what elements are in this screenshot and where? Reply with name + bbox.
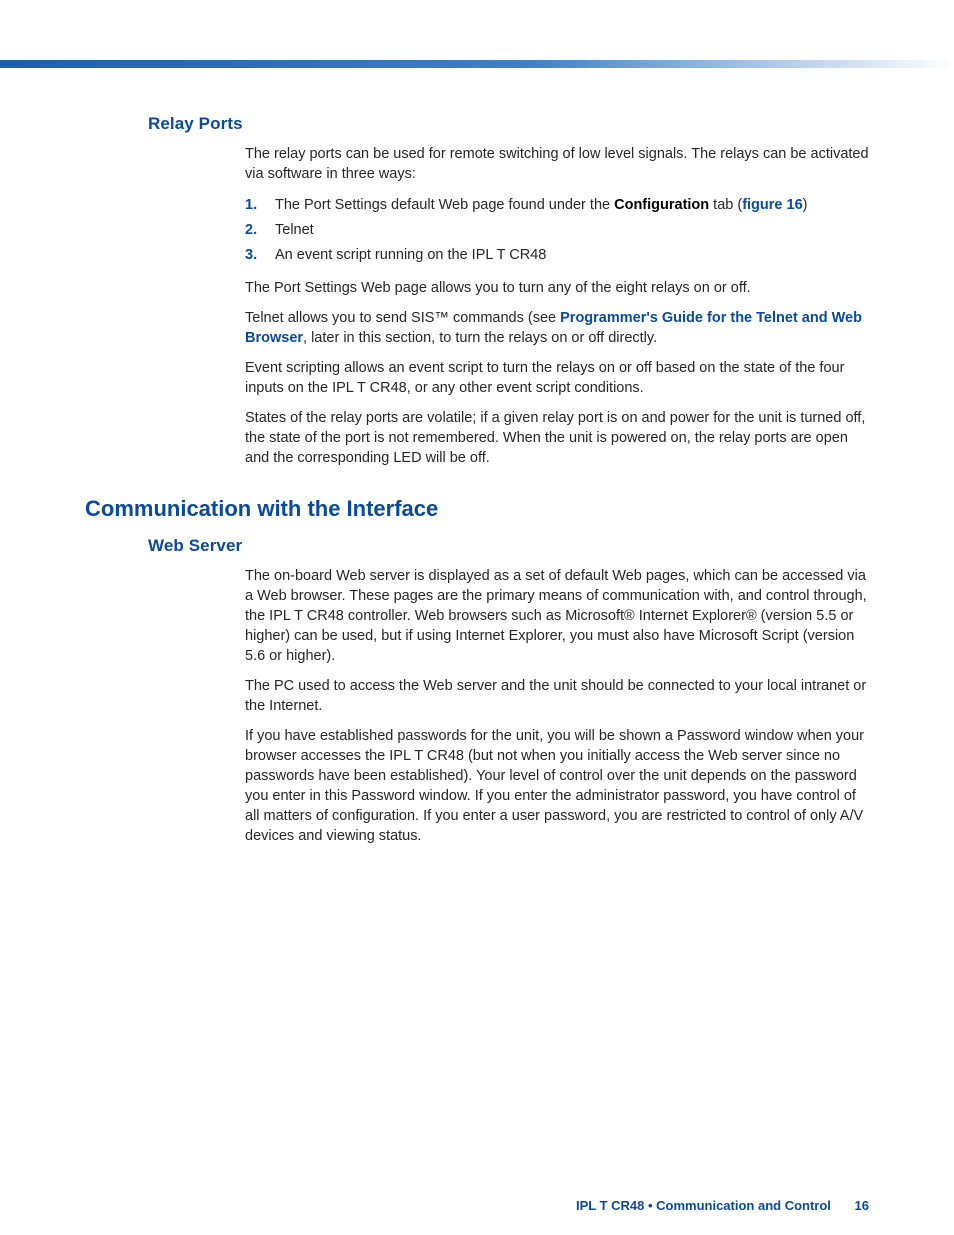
web-server-body: The on-board Web server is displayed as … [245,566,869,846]
footer-product: IPL T CR48 • Communication and Control [576,1198,831,1213]
top-gradient-bar [0,60,954,68]
footer-page-number: 16 [855,1198,869,1213]
page-footer: IPL T CR48 • Communication and Control 1… [576,1198,869,1213]
configuration-bold: Configuration [614,197,709,213]
relay-intro-paragraph: The relay ports can be used for remote s… [245,144,869,184]
relay-p4: Event scripting allows an event script t… [245,358,869,398]
relay-p3-post: , later in this section, to turn the rel… [303,330,657,346]
heading-relay-ports: Relay Ports [148,114,869,134]
webserver-p3: If you have established passwords for th… [245,726,869,846]
list-number: 3. [245,244,257,267]
figure-16-link[interactable]: figure 16 [742,197,802,213]
list-text: Telnet [275,222,314,238]
relay-p3: Telnet allows you to send SIS™ commands … [245,308,869,348]
relay-p3-pre: Telnet allows you to send SIS™ commands … [245,310,560,326]
list-text: An event script running on the IPL T CR4… [275,247,546,263]
list-number: 2. [245,219,257,242]
relay-p5: States of the relay ports are volatile; … [245,408,869,468]
webserver-p2: The PC used to access the Web server and… [245,676,869,716]
list-number: 1. [245,194,257,217]
heading-web-server: Web Server [148,536,869,556]
list-text-mid: tab ( [709,197,742,213]
list-text-post: ) [803,197,808,213]
list-item: 3. An event script running on the IPL T … [245,244,869,267]
heading-communication-interface: Communication with the Interface [85,496,869,522]
list-item: 1. The Port Settings default Web page fo… [245,194,869,217]
list-text-pre: The Port Settings default Web page found… [275,197,614,213]
relay-methods-list: 1. The Port Settings default Web page fo… [245,194,869,268]
webserver-p1: The on-board Web server is displayed as … [245,566,869,666]
list-item: 2. Telnet [245,219,869,242]
page-content: Relay Ports The relay ports can be used … [85,100,869,856]
relay-ports-body: The relay ports can be used for remote s… [245,144,869,468]
relay-p2: The Port Settings Web page allows you to… [245,278,869,298]
